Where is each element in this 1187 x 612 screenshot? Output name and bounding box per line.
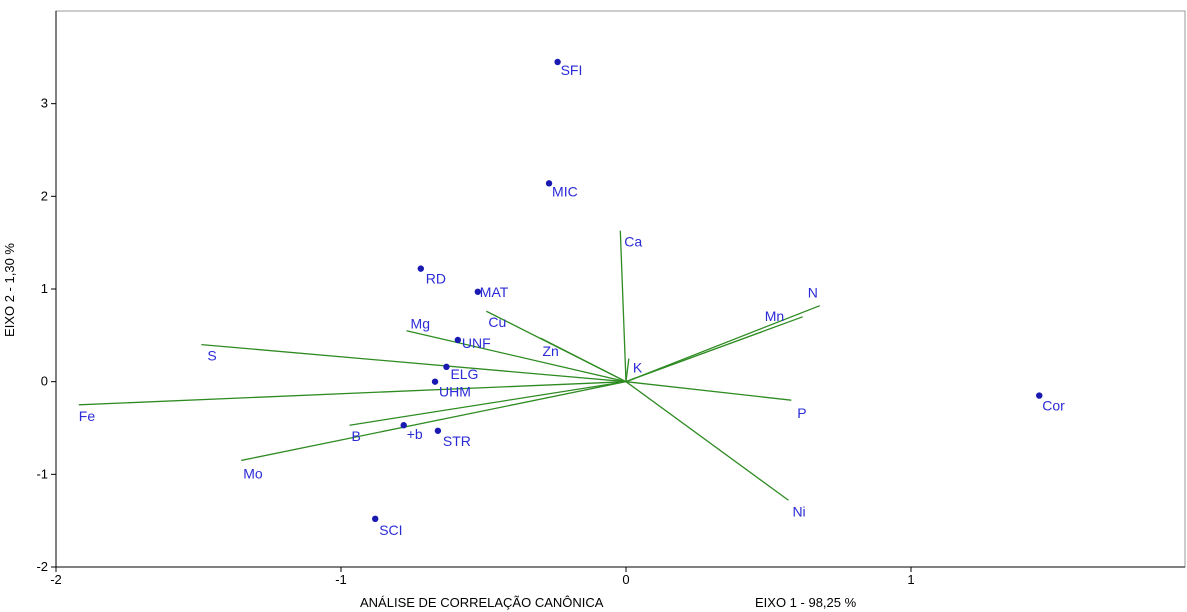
point-unf xyxy=(455,337,461,343)
y-tick-label: 2 xyxy=(41,188,48,203)
y-tick-label: 1 xyxy=(41,281,48,296)
x-tick-label: 1 xyxy=(907,572,914,587)
vector-label-mn: Mn xyxy=(765,308,784,324)
point-label-b: +b xyxy=(407,426,423,442)
vector-label-p: P xyxy=(797,405,806,421)
point-uhm xyxy=(432,378,438,384)
point-rd xyxy=(418,265,424,271)
point-label-mat: MAT xyxy=(480,284,509,300)
axes-layer: -2 -1 0 1 -2 -1 0 1 2 3 xyxy=(36,11,1185,587)
vector-label-n: N xyxy=(808,285,818,301)
x-axis-variance-label: EIXO 1 - 98,25 % xyxy=(755,595,857,610)
vector-fe xyxy=(79,382,626,405)
vector-label-fe: Fe xyxy=(79,408,96,424)
vector-b xyxy=(350,382,626,426)
y-tick-label: 0 xyxy=(41,374,48,389)
vector-ca xyxy=(620,231,626,382)
vector-label-mg: Mg xyxy=(411,316,430,332)
point-label-str: STR xyxy=(443,433,471,449)
y-tick-label: 3 xyxy=(41,96,48,111)
point-label-rd: RD xyxy=(426,271,446,287)
plot-frame xyxy=(56,11,1185,567)
vector-mo xyxy=(241,382,626,461)
x-tick-label: -2 xyxy=(50,572,62,587)
point-sci xyxy=(372,516,378,522)
vector-k xyxy=(626,359,629,382)
vector-mg xyxy=(407,331,626,382)
y-axis-title: EIXO 2 - 1,30 % xyxy=(2,243,17,337)
vector-label-zn: Zn xyxy=(543,343,559,359)
y-tick-label: -1 xyxy=(36,466,48,481)
vector-n xyxy=(626,306,820,382)
x-tick-label: -1 xyxy=(335,572,347,587)
vector-label-s: S xyxy=(207,348,216,364)
vector-label-b: B xyxy=(352,428,361,444)
vector-label-ca: Ca xyxy=(624,234,642,250)
point-label-uhm: UHM xyxy=(439,384,471,400)
point-str xyxy=(435,428,441,434)
x-axis-title: ANÁLISE DE CORRELAÇÃO CANÔNICA xyxy=(360,595,604,610)
point-label-cor: Cor xyxy=(1042,398,1065,414)
vector-label-k: K xyxy=(633,360,643,376)
point-label-unf: UNF xyxy=(462,335,491,351)
vector-layer: Fe S Mo B Mg Cu Zn Ca K N Mn P Ni xyxy=(79,231,820,520)
point-label-sfi: SFI xyxy=(561,62,583,78)
vector-mn xyxy=(626,317,803,382)
y-tick-label: -2 xyxy=(36,559,48,574)
vector-label-cu: Cu xyxy=(488,314,506,330)
vector-p xyxy=(626,382,791,401)
vector-label-ni: Ni xyxy=(792,503,805,519)
point-elg xyxy=(443,364,449,370)
point-layer: SFI MIC RD MAT UNF ELG UHM +b STR SCI Cor xyxy=(372,59,1065,538)
vector-ni xyxy=(626,382,788,501)
point-label-mic: MIC xyxy=(552,183,578,199)
point-label-elg: ELG xyxy=(450,366,478,382)
vector-label-mo: Mo xyxy=(243,465,263,481)
x-tick-label: 0 xyxy=(622,572,629,587)
point-label-sci: SCI xyxy=(379,522,402,538)
